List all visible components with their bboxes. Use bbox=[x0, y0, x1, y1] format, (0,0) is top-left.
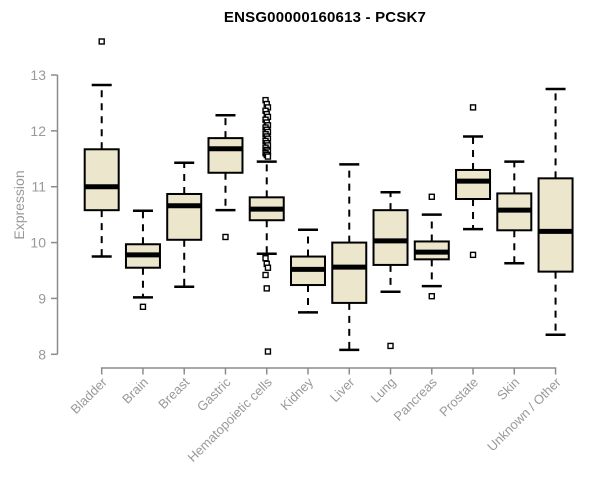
boxplot-hematopoietic-cells bbox=[248, 96, 285, 355]
x-category-label: Breast bbox=[155, 374, 192, 411]
x-category-label: Liver bbox=[327, 374, 358, 405]
boxplot-lung bbox=[372, 191, 409, 350]
iqr-box bbox=[455, 168, 492, 201]
iqr-box bbox=[166, 192, 203, 241]
boxplot-unknown-other bbox=[537, 87, 574, 336]
x-category-label: Lung bbox=[368, 375, 399, 406]
boxplot-brain bbox=[124, 209, 161, 311]
x-category-label: Skin bbox=[494, 375, 522, 403]
outlier-point bbox=[428, 293, 435, 300]
boxplot-kidney bbox=[290, 228, 326, 314]
outlier-point bbox=[262, 255, 269, 262]
boxplot-skin bbox=[496, 160, 533, 265]
x-category-label: Brain bbox=[119, 375, 151, 407]
outlier-point bbox=[98, 38, 105, 45]
chart-title: ENSG00000160613 - PCSK7 bbox=[223, 9, 427, 26]
iqr-box bbox=[83, 148, 120, 212]
outlier-point bbox=[264, 153, 272, 160]
y-tick-label: 9 bbox=[38, 290, 46, 306]
y-tick-label: 8 bbox=[38, 346, 46, 362]
outlier-point bbox=[263, 285, 270, 292]
outlier-point bbox=[262, 271, 269, 279]
boxplot-bladder bbox=[83, 38, 120, 258]
boxplot-prostate bbox=[455, 104, 492, 259]
y-axis-title: Expression bbox=[11, 170, 27, 240]
y-tick-label: 13 bbox=[30, 67, 46, 83]
y-axis: 13 12 11 10 9 8 bbox=[30, 67, 59, 362]
boxplot-pancreas bbox=[413, 193, 450, 300]
outlier-point bbox=[428, 193, 435, 200]
x-category-label: Bladder bbox=[68, 374, 111, 417]
boxplot-liver bbox=[331, 163, 368, 352]
outlier-point bbox=[387, 342, 394, 350]
x-category-label: Kidney bbox=[277, 374, 316, 413]
outlier-point bbox=[139, 303, 147, 311]
iqr-box bbox=[207, 137, 244, 174]
outlier-point bbox=[469, 251, 477, 259]
y-tick-label: 11 bbox=[31, 179, 46, 195]
y-tick-label: 10 bbox=[30, 235, 46, 251]
boxplot-breast bbox=[166, 161, 203, 288]
x-category-label: Prostate bbox=[436, 375, 481, 420]
iqr-box bbox=[372, 209, 409, 266]
outlier-point bbox=[264, 264, 272, 271]
outlier-point bbox=[222, 233, 229, 241]
iqr-box bbox=[331, 241, 368, 304]
boxplot-gastric bbox=[207, 113, 244, 241]
y-tick-label: 12 bbox=[30, 123, 46, 139]
x-category-label: Unknown / Other bbox=[484, 374, 564, 454]
x-category-label: Pancreas bbox=[390, 374, 440, 424]
iqr-box bbox=[537, 177, 574, 273]
outlier-point bbox=[264, 348, 272, 355]
x-category-label: Gastric bbox=[194, 374, 234, 414]
outlier-point bbox=[469, 104, 477, 111]
